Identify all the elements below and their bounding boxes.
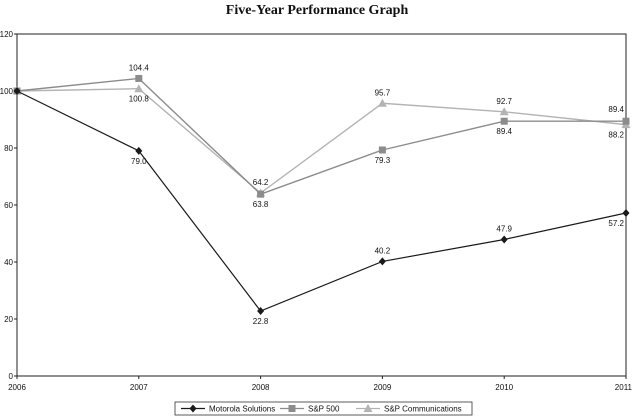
y-tick-label: 100 [0,87,14,96]
legend-label: Motorola Solutions [209,405,275,414]
plot-frame [16,33,627,377]
data-label: 88.2 [608,131,624,140]
data-point-square [257,190,265,198]
y-tick-label: 60 [4,201,13,210]
data-label: 79.3 [375,156,391,165]
data-label: 40.2 [375,246,391,255]
x-tick-label: 2011 [615,383,633,392]
data-label: 64.2 [253,178,269,187]
legend-marker-square [288,405,296,412]
x-axis-ticks: 2006 2007 2008 2009 2010 2011 [8,376,633,392]
data-point-triangle [134,84,144,93]
data-point-square [622,117,630,125]
data-label: 89.4 [496,127,512,136]
data-label: 47.9 [496,224,512,233]
series-line-diamond [16,90,627,312]
data-label: 100.8 [129,95,150,104]
data-point-triangle [499,107,509,116]
x-tick-label: 2007 [130,383,148,392]
y-tick-label: 80 [4,144,13,153]
y-tick-label: 120 [0,30,14,39]
data-label: 104.4 [129,63,150,72]
y-tick-label: 20 [4,315,13,324]
legend-marker-triangle [363,404,373,412]
legend: Motorola Solutions S&P 500 S&P Communicati… [174,401,473,416]
x-tick-label: 2008 [252,383,270,392]
legend-marker-diamond [189,404,197,413]
data-point-square [135,74,143,82]
data-label: 79.0 [131,157,147,166]
data-label: 57.2 [608,219,624,228]
data-point-diamond [500,235,508,244]
data-point-diamond [622,208,630,217]
y-tick-label: 40 [4,258,13,267]
data-point-triangle [377,98,387,107]
data-label: 95.7 [375,88,391,97]
data-point-diamond [378,257,386,266]
y-axis-ticks: 0 20 40 60 80 100 120 [0,30,17,381]
data-point-square [500,117,508,125]
data-point-diamond [13,87,21,95]
legend-box [174,401,473,416]
series-lines [12,74,631,316]
data-point-square [378,146,386,154]
series-line-square [16,77,626,195]
data-label: 89.4 [608,105,624,114]
data-label: 63.8 [253,200,269,209]
x-tick-label: 2006 [8,383,26,392]
x-tick-label: 2010 [495,383,513,392]
data-label: 22.8 [253,317,269,326]
plot-area [16,33,627,377]
y-tick-label: 0 [9,372,14,381]
x-tick-label: 2009 [374,383,392,392]
legend-label: S&P Communications [384,405,462,414]
data-point-diamond [257,307,265,316]
legend-label: S&P 500 [308,405,340,414]
data-point-diamond [135,146,143,155]
data-labels: 79.0 22.8 40.2 47.9 57.2 104.4 63.8 79.3 89.4 89.… [129,63,625,326]
series-line-triangle [16,88,627,194]
chart-title: Five-Year Performance Graph [225,3,409,18]
data-label: 92.7 [496,97,512,106]
